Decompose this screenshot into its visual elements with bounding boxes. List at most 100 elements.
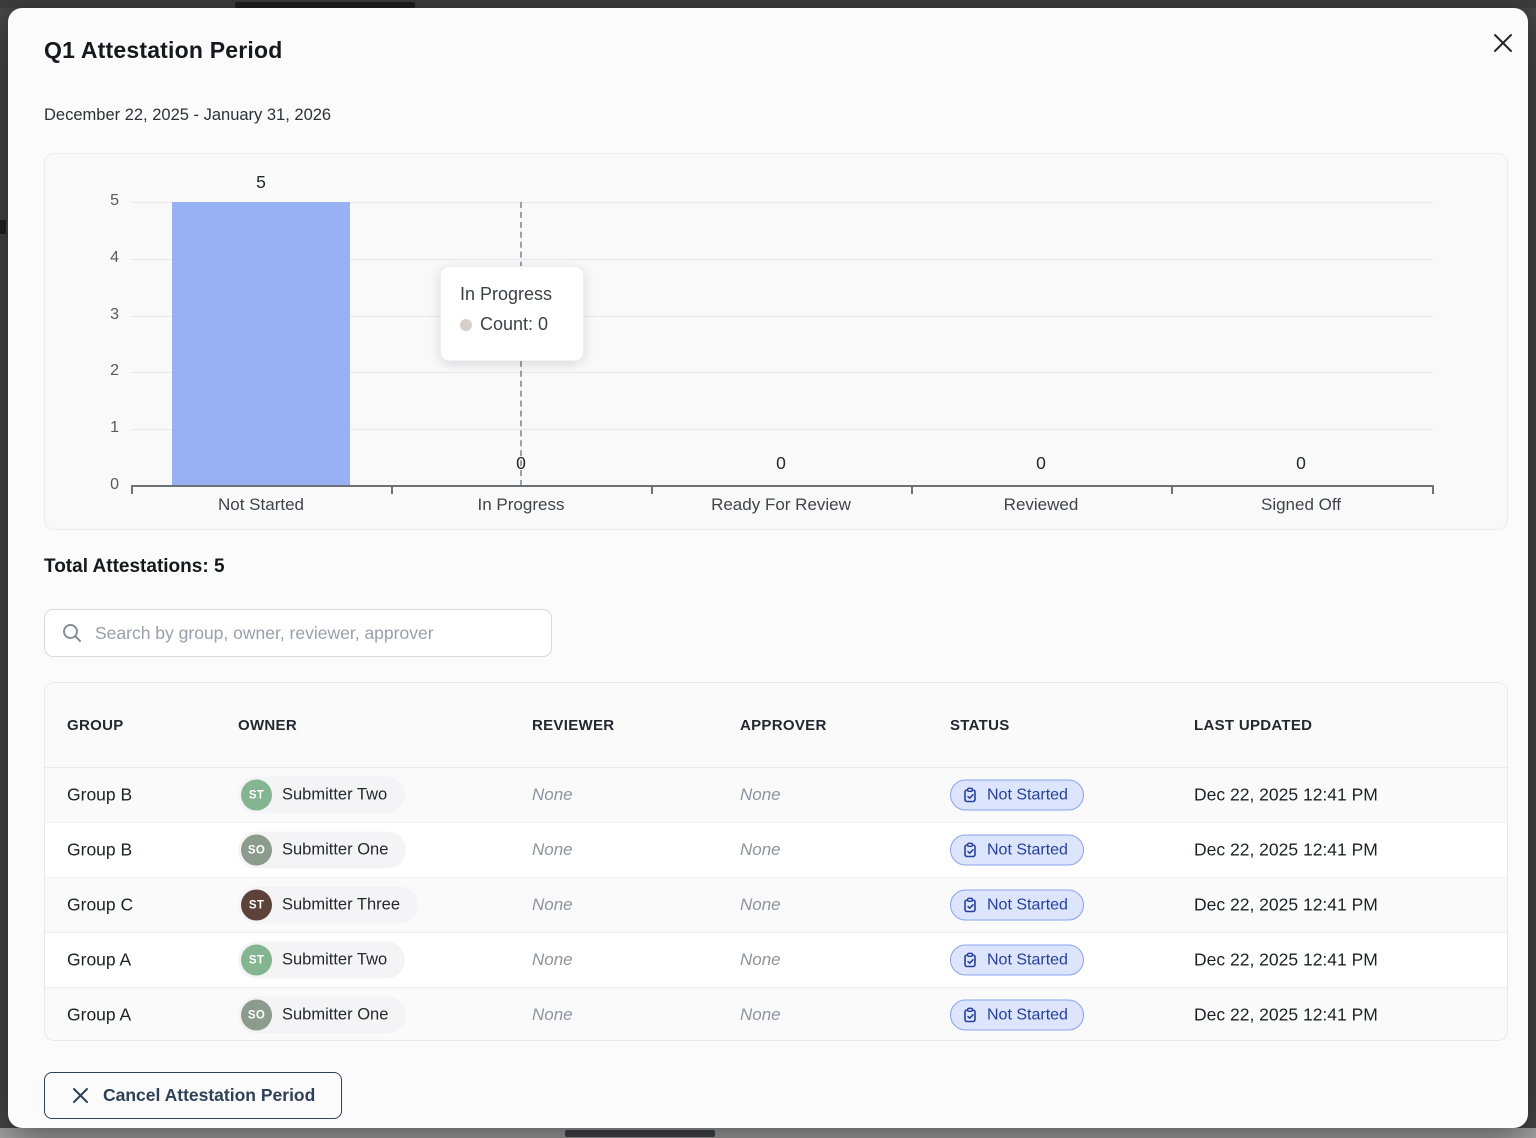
status-cell: Not Started (950, 944, 1084, 976)
reviewer-cell: None (532, 1005, 573, 1024)
x-axis-label: Signed Off (1260, 495, 1342, 514)
status-cell: Not Started (950, 999, 1084, 1031)
gridline (131, 259, 1433, 260)
column-header-status: STATUS (950, 717, 1010, 734)
column-header-group: GROUP (67, 717, 124, 734)
status-cell: Not Started (950, 889, 1084, 921)
clipboard-icon (964, 787, 976, 803)
y-axis-tick: 0 (110, 476, 119, 493)
reviewer-cell: None (532, 950, 573, 969)
gridline (131, 316, 1433, 317)
approver-cell: None (740, 840, 781, 859)
status-bar-chart: 5 4 3 2 1 0 5 0 0 0 0 Not Started In Pro… (44, 153, 1508, 530)
approver-cell: None (740, 950, 781, 969)
last-updated-cell: Dec 22, 2025 12:41 PM (1194, 949, 1378, 970)
cancel-x-icon (71, 1086, 90, 1105)
approver-cell: None (740, 895, 781, 914)
table-row[interactable]: Group A ST Submitter Two None None Not St… (45, 933, 1507, 988)
owner-name: Submitter Three (282, 895, 400, 914)
background-page-left (0, 220, 6, 234)
x-axis-tick (391, 487, 393, 494)
clipboard-icon (964, 897, 976, 913)
status-label: Not Started (987, 896, 1068, 913)
group-cell: Group C (67, 894, 134, 915)
x-axis-tick (1171, 487, 1173, 494)
x-axis-label: Reviewed (1003, 495, 1079, 514)
approver-cell: None (740, 1005, 781, 1024)
avatar: ST (241, 779, 272, 811)
status-label: Not Started (987, 786, 1068, 803)
background-page-bottom (0, 1128, 1536, 1138)
attestation-date-range: December 22, 2025 - January 31, 2026 (44, 106, 332, 124)
status-label: Not Started (987, 951, 1068, 968)
status-label: Not Started (987, 1006, 1068, 1023)
cancel-attestation-period-button[interactable]: Cancel Attestation Period (44, 1072, 343, 1119)
y-axis-tick: 5 (110, 192, 119, 209)
x-axis-label: Ready For Review (711, 495, 851, 514)
x-axis-tick (651, 487, 653, 494)
bar-value-label: 0 (1296, 453, 1306, 473)
cancel-button-label: Cancel Attestation Period (103, 1085, 316, 1105)
reviewer-cell: None (532, 785, 573, 804)
total-attestations-label: Total Attestations: 5 (44, 556, 225, 577)
y-axis-tick: 2 (110, 362, 119, 379)
status-cell: Not Started (950, 834, 1084, 866)
owner-name: Submitter Two (282, 785, 388, 804)
tooltip-count-label: Count: 0 (480, 314, 549, 334)
status-badge: Not Started (950, 944, 1084, 976)
column-header-approver: APPROVER (740, 717, 827, 734)
x-axis-label: Not Started (218, 495, 304, 514)
search-input[interactable] (95, 622, 539, 644)
column-header-last-updated: LAST UPDATED (1194, 717, 1313, 734)
group-cell: Group B (67, 839, 133, 860)
status-label: Not Started (987, 841, 1068, 858)
table-row[interactable]: Group A SO Submitter One None None Not St… (45, 988, 1507, 1040)
y-axis-tick: 3 (110, 306, 119, 323)
last-updated-cell: Dec 22, 2025 12:41 PM (1194, 784, 1378, 805)
table-row[interactable]: Group C ST Submitter Three None None Not … (45, 878, 1507, 933)
clipboard-icon (964, 1007, 976, 1023)
owner-cell: ST Submitter Three (238, 886, 418, 924)
reviewer-cell: None (532, 840, 573, 859)
group-cell: Group A (67, 949, 132, 970)
status-badge: Not Started (950, 779, 1084, 811)
table-row[interactable]: Group B ST Submitter Two None None Not St… (45, 768, 1507, 823)
bar-value-label: 0 (516, 453, 526, 473)
tooltip-series-dot (460, 318, 472, 331)
bar-not-started[interactable] (172, 202, 350, 486)
y-axis-tick: 4 (110, 249, 119, 266)
avatar: SO (241, 999, 272, 1031)
table-row[interactable]: Group B SO Submitter One None None Not St… (45, 823, 1507, 878)
x-axis-label: In Progress (477, 495, 565, 514)
group-cell: Group A (67, 1004, 132, 1025)
owner-cell: SO Submitter One (238, 996, 407, 1034)
bar-value-label: 0 (1036, 453, 1046, 473)
x-axis-tick (131, 487, 133, 494)
modal-title: Q1 Attestation Period (44, 37, 283, 63)
clipboard-icon (964, 842, 976, 858)
status-badge: Not Started (950, 834, 1084, 866)
last-updated-cell: Dec 22, 2025 12:41 PM (1194, 894, 1378, 915)
avatar: SO (241, 834, 272, 866)
bar-value-label: 5 (256, 172, 266, 192)
column-header-reviewer: REVIEWER (532, 717, 615, 734)
owner-name: Submitter Two (282, 950, 388, 969)
approver-cell: None (740, 785, 781, 804)
last-updated-cell: Dec 22, 2025 12:41 PM (1194, 1004, 1378, 1025)
table-header-row: GROUP OWNER REVIEWER APPROVER STATUS LAS… (45, 683, 1507, 768)
chart-tooltip: In Progress Count: 0 (440, 266, 584, 361)
x-axis (131, 485, 1434, 487)
group-cell: Group B (67, 784, 133, 805)
avatar: ST (241, 944, 272, 976)
close-button[interactable] (1486, 28, 1520, 62)
bar-value-label: 0 (776, 453, 786, 473)
background-page-top (0, 0, 1536, 8)
owner-name: Submitter One (282, 840, 389, 859)
x-axis-tick (1432, 487, 1434, 494)
column-header-owner: OWNER (238, 717, 297, 734)
close-icon (1492, 32, 1514, 59)
last-updated-cell: Dec 22, 2025 12:41 PM (1194, 839, 1378, 860)
attestation-period-modal: Q1 Attestation Period December 22, 2025 … (8, 8, 1528, 1128)
search-icon (61, 622, 83, 644)
gridline (131, 429, 1433, 430)
